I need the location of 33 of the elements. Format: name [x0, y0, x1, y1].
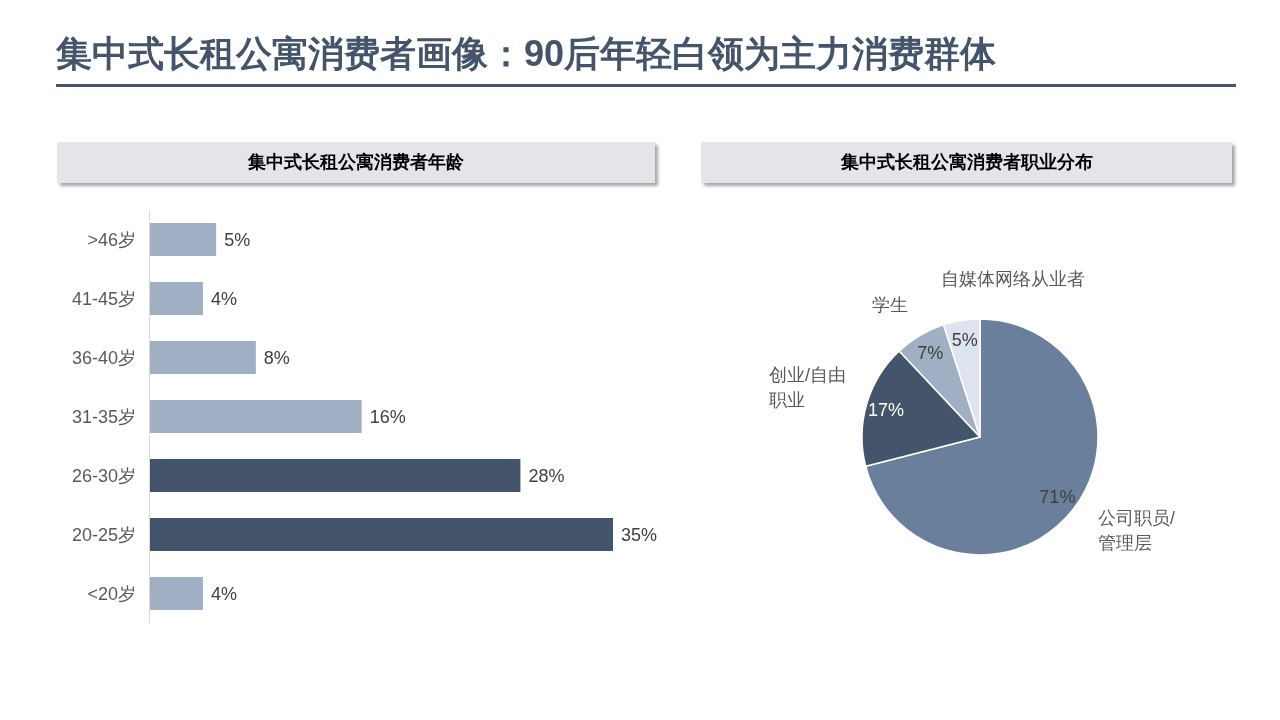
bar: [150, 282, 203, 315]
bar: [150, 459, 521, 492]
data-label: 4%: [210, 288, 237, 309]
slice-label: 自媒体网络从业者: [941, 268, 1085, 291]
data-label: 71%: [1039, 487, 1076, 508]
slice-label: 创业/自由职业: [769, 364, 847, 412]
slice-label: 学生: [872, 294, 908, 317]
data-label: 8%: [263, 347, 290, 368]
chart-title: 集中式长租公寓消费者画像：90后年轻白领为主力消费群体: [56, 33, 997, 74]
y-tick-label: 20-25岁: [71, 524, 136, 545]
data-label: 5%: [224, 229, 251, 250]
y-tick-label: 31-35岁: [71, 406, 136, 427]
data-label: 35%: [621, 524, 658, 545]
y-tick-label: <20岁: [87, 583, 136, 604]
y-tick-label: 41-45岁: [71, 288, 136, 309]
bar: [150, 341, 256, 374]
bar: [150, 223, 217, 256]
pie-slice: [864, 318, 1099, 556]
slice-label: 公司职员/管理层: [1098, 507, 1176, 555]
data-label: 16%: [369, 406, 406, 427]
chart-subtitle: 集中式长租公寓消费者年龄: [57, 142, 655, 183]
data-label: 5%: [951, 330, 978, 351]
data-label: 4%: [210, 583, 237, 604]
bar: [150, 577, 203, 610]
bar: [150, 400, 362, 433]
data-label: 7%: [917, 342, 944, 363]
y-tick-label: 36-40岁: [71, 347, 136, 368]
data-label: 17%: [867, 399, 904, 420]
y-tick-label: >46岁: [87, 229, 136, 250]
y-tick-label: 26-30岁: [71, 465, 136, 486]
bar: [150, 518, 613, 551]
data-label: 28%: [528, 465, 565, 486]
chart-title: 集中式长租公寓消费者职业分布: [701, 142, 1232, 183]
